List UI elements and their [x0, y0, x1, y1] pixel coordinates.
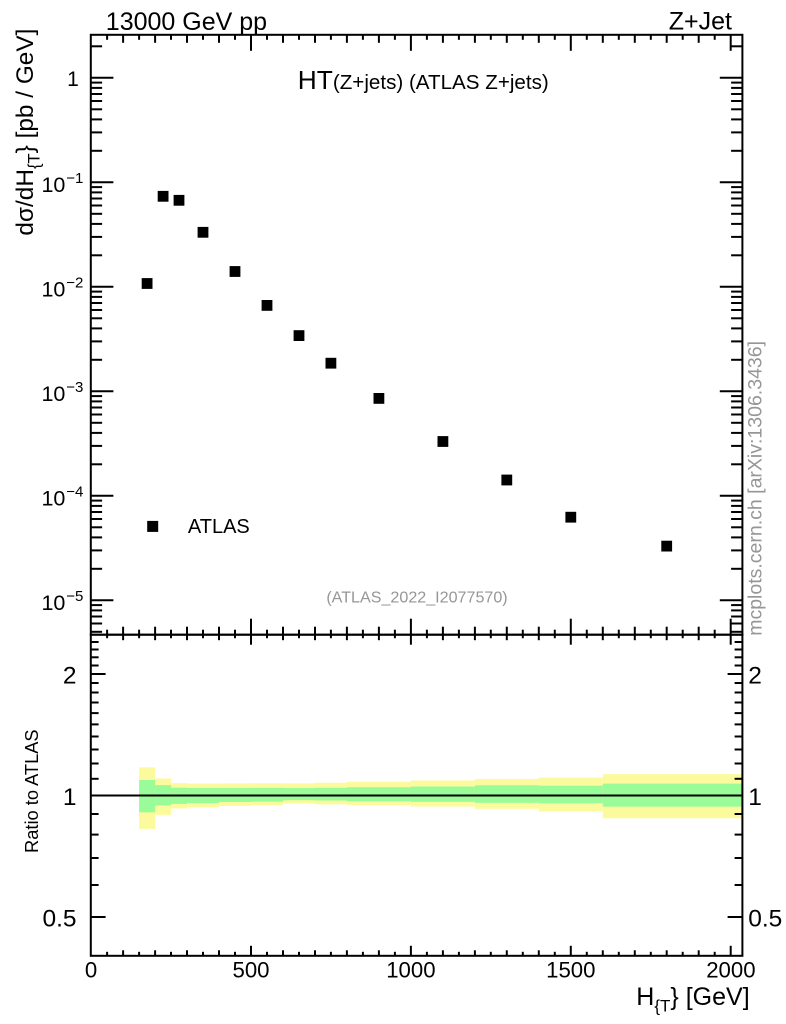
svg-text:−1: −1: [66, 170, 83, 187]
svg-text:10: 10: [41, 382, 65, 406]
svg-text:0.5: 0.5: [748, 905, 782, 932]
svg-text:10: 10: [41, 591, 65, 615]
svg-text:1: 1: [63, 784, 77, 811]
svg-text:13000 GeV pp: 13000 GeV pp: [106, 8, 267, 36]
svg-text:Ratio to ATLAS: Ratio to ATLAS: [21, 729, 42, 853]
svg-text:dσ/dH{T} [pb / GeV]: dσ/dH{T} [pb / GeV]: [12, 29, 44, 236]
svg-text:1000: 1000: [386, 958, 435, 983]
svg-text:10: 10: [41, 277, 65, 301]
svg-text:0.5: 0.5: [42, 905, 76, 932]
svg-text:1: 1: [748, 784, 762, 811]
svg-text:2000: 2000: [706, 958, 755, 983]
svg-text:−5: −5: [66, 588, 83, 605]
svg-text:500: 500: [232, 958, 269, 983]
svg-text:10: 10: [41, 173, 65, 197]
svg-text:Z+Jet: Z+Jet: [669, 8, 732, 36]
svg-text:10: 10: [41, 486, 65, 510]
svg-text:−3: −3: [66, 379, 83, 396]
svg-text:H{T} [GeV]: H{T} [GeV]: [636, 983, 749, 1016]
svg-text:−2: −2: [66, 274, 83, 291]
svg-text:2: 2: [748, 662, 762, 689]
svg-text:mcplots.cern.ch [arXiv:1306.34: mcplots.cern.ch [arXiv:1306.3436]: [745, 341, 767, 636]
svg-text:ATLAS: ATLAS: [188, 516, 250, 538]
svg-text:0: 0: [85, 958, 97, 983]
svg-text:2: 2: [63, 662, 77, 689]
svg-text:1: 1: [67, 68, 79, 91]
svg-text:−4: −4: [66, 483, 83, 500]
svg-text:1500: 1500: [546, 958, 595, 983]
svg-text:(ATLAS_2022_I2077570): (ATLAS_2022_I2077570): [326, 589, 507, 607]
